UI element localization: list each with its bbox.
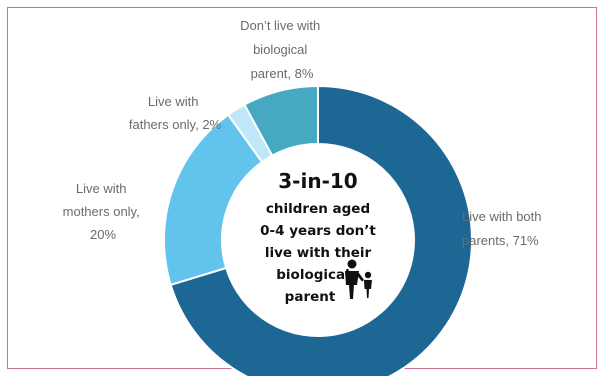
center-line-5: parent xyxy=(285,289,336,305)
center-line-1: children aged xyxy=(266,201,370,217)
center-annotation: 3-in-10 children aged 0-4 years don’t li… xyxy=(260,169,376,305)
label-both-parents: Live with both parents, 71% xyxy=(462,209,545,248)
center-line-4: biological xyxy=(276,267,350,283)
slice-no-bio-parent xyxy=(243,84,319,158)
label-mothers-only: Live with mothers only, 20% xyxy=(63,181,144,242)
label-fathers-only: Live with fathers only, 2% xyxy=(129,94,222,132)
donut-slices xyxy=(163,84,473,376)
center-line-3: live with their xyxy=(265,245,372,261)
parent-child-icon xyxy=(345,259,372,299)
slice-both-parents xyxy=(169,84,473,376)
label-no-bio-parent: Don’t live with biological parent, 8% xyxy=(240,18,324,81)
slice-labels: Live with both parents, 71% Live with mo… xyxy=(63,18,545,248)
chart-frame xyxy=(7,7,597,369)
center-line-2: 0-4 years don’t xyxy=(260,223,376,239)
center-headline: 3-in-10 xyxy=(278,169,357,193)
